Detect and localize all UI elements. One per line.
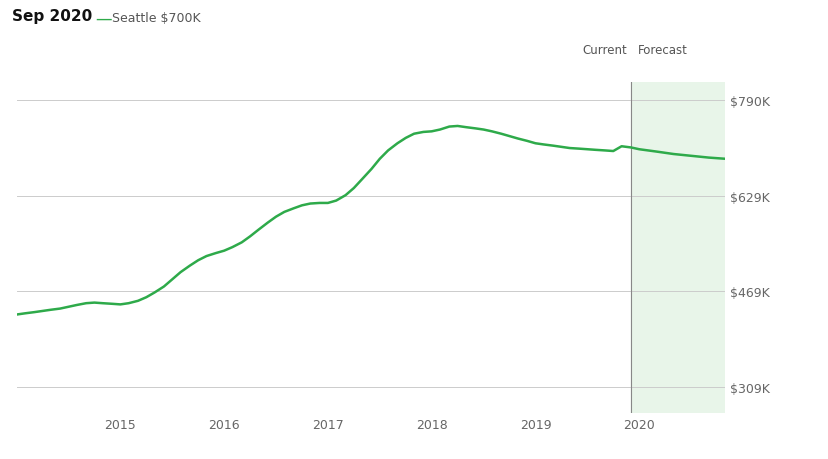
- Bar: [630, 83, 724, 413]
- Text: Sep 2020: Sep 2020: [12, 9, 93, 24]
- Text: Forecast: Forecast: [637, 45, 686, 57]
- Text: —: —: [95, 10, 112, 28]
- Text: Current: Current: [581, 45, 626, 57]
- Text: Seattle $700K: Seattle $700K: [112, 11, 200, 24]
